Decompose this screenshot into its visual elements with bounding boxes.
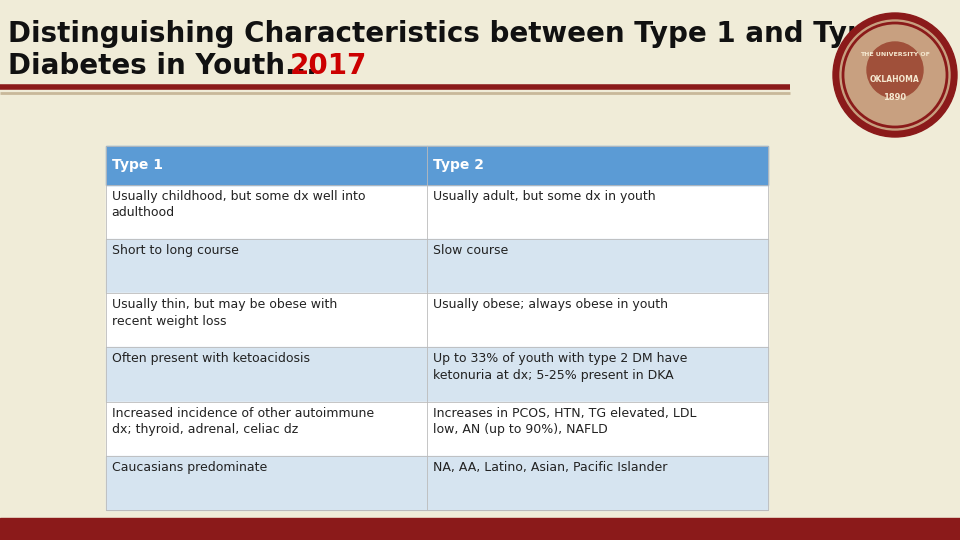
Bar: [106, 146, 427, 185]
Text: Type 1: Type 1: [111, 158, 162, 172]
Bar: [427, 293, 768, 348]
Bar: [427, 456, 768, 510]
Bar: [106, 348, 427, 402]
Text: Increases in PCOS, HTN, TG elevated, LDL
low, AN (up to 90%), NAFLD: Increases in PCOS, HTN, TG elevated, LDL…: [433, 407, 697, 436]
Text: Type 2: Type 2: [433, 158, 484, 172]
Bar: [427, 239, 768, 293]
Bar: [427, 402, 768, 456]
Text: 1890: 1890: [883, 92, 906, 102]
Circle shape: [833, 13, 957, 137]
Text: Up to 33% of youth with type 2 DM have
ketonuria at dx; 5-25% present in DKA: Up to 33% of youth with type 2 DM have k…: [433, 353, 687, 382]
Bar: [427, 146, 768, 185]
Bar: [427, 185, 768, 239]
Text: Diabetes in Youth...: Diabetes in Youth...: [8, 52, 317, 80]
Text: Slow course: Slow course: [433, 244, 509, 257]
Text: Usually childhood, but some dx well into
adulthood: Usually childhood, but some dx well into…: [111, 190, 365, 219]
Text: 2017: 2017: [290, 52, 368, 80]
Bar: [427, 348, 768, 402]
Bar: [106, 239, 427, 293]
Bar: [106, 185, 427, 239]
Text: Caucasians predominate: Caucasians predominate: [111, 461, 267, 474]
Text: Often present with ketoacidosis: Often present with ketoacidosis: [111, 353, 309, 366]
Bar: [106, 456, 427, 510]
Text: OKLAHOMA: OKLAHOMA: [870, 76, 920, 84]
Text: Usually obese; always obese in youth: Usually obese; always obese in youth: [433, 298, 668, 311]
Circle shape: [867, 42, 923, 98]
Text: Short to long course: Short to long course: [111, 244, 238, 257]
Text: THE UNIVERSITY OF: THE UNIVERSITY OF: [860, 52, 930, 57]
Text: NA, AA, Latino, Asian, Pacific Islander: NA, AA, Latino, Asian, Pacific Islander: [433, 461, 667, 474]
Text: Usually adult, but some dx in youth: Usually adult, but some dx in youth: [433, 190, 656, 202]
Bar: [0, 518, 960, 540]
Text: Distinguishing Characteristics between Type 1 and Type 2: Distinguishing Characteristics between T…: [8, 20, 915, 48]
Bar: [106, 293, 427, 348]
Text: Usually thin, but may be obese with
recent weight loss: Usually thin, but may be obese with rece…: [111, 298, 337, 328]
Bar: [106, 402, 427, 456]
Circle shape: [840, 20, 950, 130]
Text: Increased incidence of other autoimmune
dx; thyroid, adrenal, celiac dz: Increased incidence of other autoimmune …: [111, 407, 373, 436]
